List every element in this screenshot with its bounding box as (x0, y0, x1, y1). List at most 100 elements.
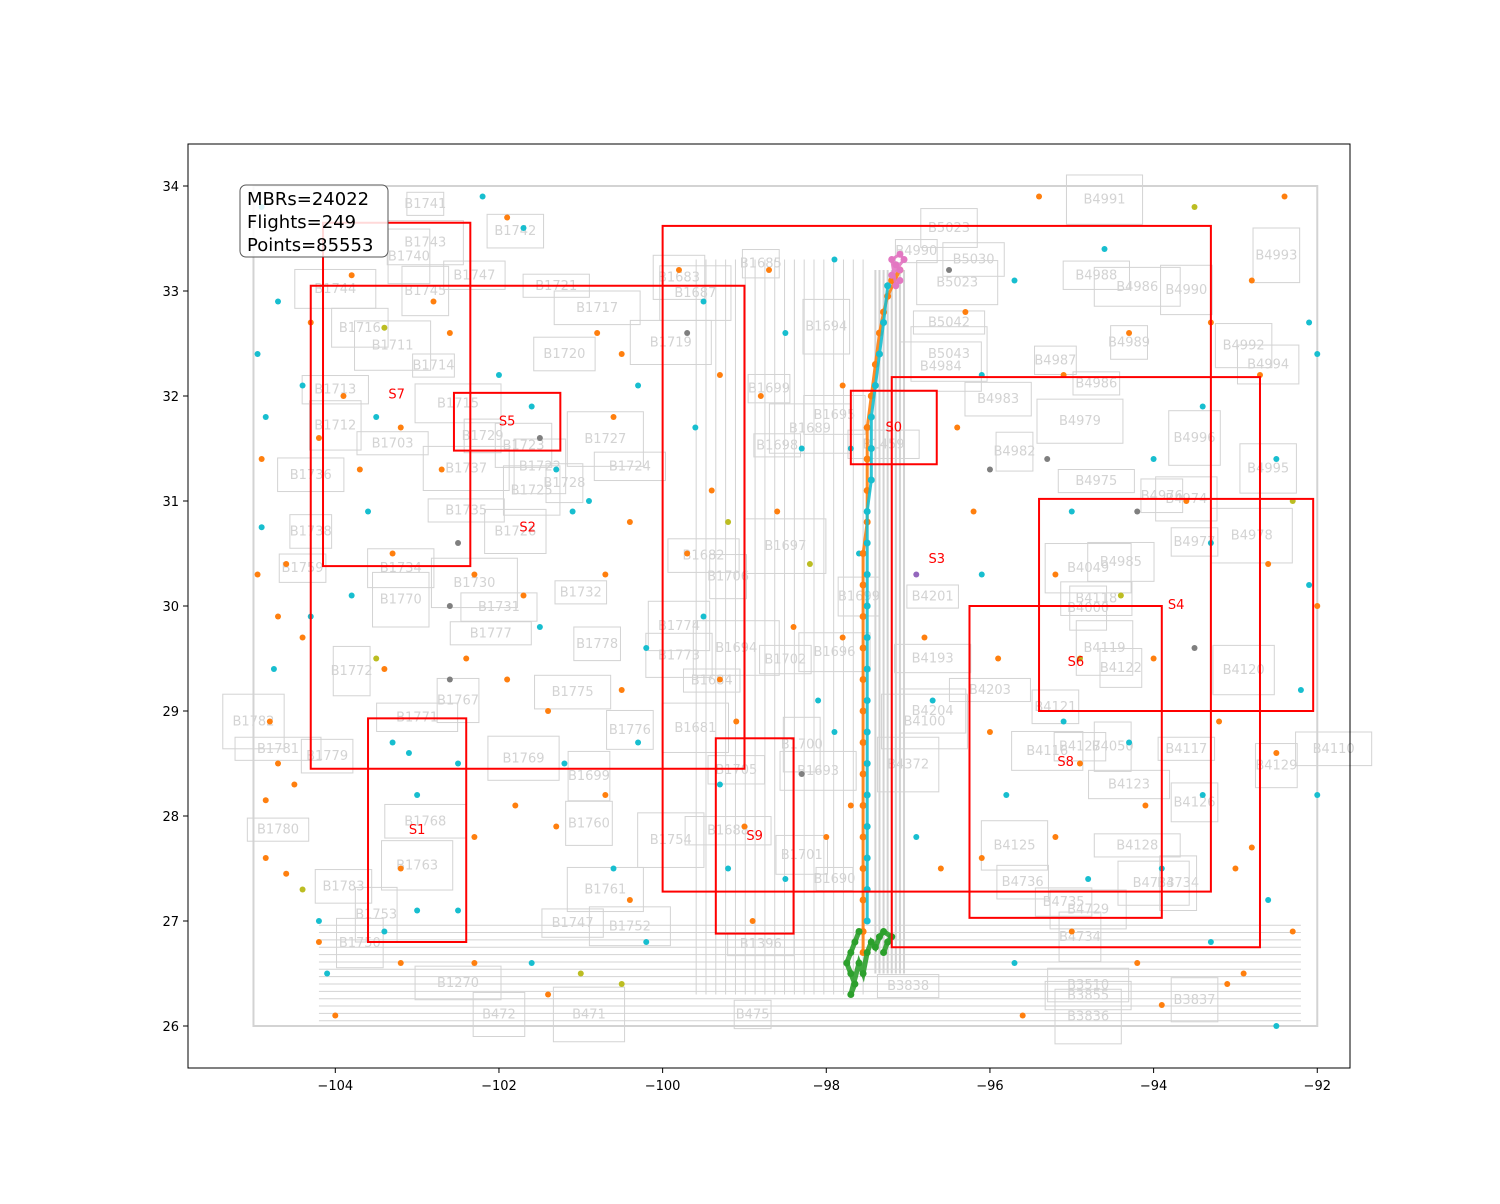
scatter-point (954, 424, 961, 431)
mbr-box (1034, 887, 1093, 917)
mbr-label: B1703 (372, 436, 414, 451)
mbr-label: B4126 (1174, 795, 1216, 810)
mbr-box (332, 645, 371, 697)
mbr-box (1093, 266, 1181, 307)
scatter-point (585, 498, 592, 504)
mbr-label: B1737 (445, 461, 487, 476)
mbr-label: B4201 (912, 590, 954, 605)
mbr-box (1087, 541, 1155, 582)
scatter-point (757, 393, 764, 399)
scatter-point (455, 907, 462, 914)
mbr-label: B1699 (568, 769, 610, 784)
mbr-box (1160, 264, 1213, 316)
track-point (871, 382, 879, 389)
scatter-point (381, 666, 388, 672)
mbr-box (906, 584, 959, 609)
region-label: S9 (746, 829, 763, 844)
mbr-box (1075, 620, 1134, 676)
scatter-point (700, 613, 707, 620)
x-axis: −104 −102 −100 −98 −96 −94 −92 (317, 1068, 1331, 1094)
scatter-point (618, 351, 625, 357)
scatter-point (332, 1012, 339, 1019)
scatter-point (1224, 981, 1231, 987)
mbr-box (1057, 469, 1135, 494)
mbr-label: B1696 (813, 645, 855, 660)
track-point (880, 928, 888, 935)
y-tick-label: 26 (162, 1020, 179, 1035)
mbr-box (593, 451, 666, 482)
mbr-label: B4203 (969, 683, 1011, 698)
scatter-point (1306, 319, 1313, 326)
mbr-box (278, 553, 327, 583)
mbr-label: B1716 (339, 321, 381, 336)
scatter-point (479, 193, 486, 200)
mbr-label: B5030 (953, 253, 995, 268)
mbr-label: B1717 (576, 301, 618, 316)
scatter-point (1052, 834, 1059, 840)
mbr-label: B1732 (560, 585, 602, 600)
scatter-point (389, 739, 396, 746)
mbr-box (1099, 648, 1143, 688)
region-box (849, 389, 938, 466)
mbr-label: B1768 (404, 814, 446, 829)
scatter-point (675, 267, 682, 273)
mbr-box (1036, 398, 1124, 444)
mbr-label: B1731 (478, 600, 520, 615)
mbr-box (899, 341, 982, 392)
scatter-point (1150, 655, 1157, 662)
mbr-box (1168, 410, 1221, 466)
track-point (859, 739, 867, 746)
mbr-label: B1770 (380, 593, 422, 608)
region-label: S0 (886, 421, 903, 436)
scatter-point (1281, 193, 1288, 200)
scatter-point (1289, 928, 1296, 935)
scatter-point (725, 519, 732, 525)
mbr-box (837, 576, 881, 617)
scatter-point (1126, 330, 1133, 336)
mbr-label: B1780 (257, 823, 299, 838)
mbr-box (1093, 721, 1132, 772)
mbr-label: B4125 (993, 838, 1035, 853)
scatter-point (643, 939, 650, 945)
scatter-point (1248, 277, 1255, 284)
scatter-point (569, 508, 576, 515)
mbr-box (645, 632, 713, 678)
scatter-point (324, 970, 331, 977)
scatter-point (446, 676, 453, 683)
track-point (863, 571, 871, 578)
region-label: S6 (1068, 655, 1085, 670)
mbr-label: B1772 (331, 664, 373, 679)
scatter-point (373, 414, 380, 420)
mbr-label: B1702 (764, 653, 806, 668)
scatter-point (798, 445, 805, 452)
track-point (843, 959, 851, 967)
mbr-label: B5023 (936, 276, 978, 291)
mbr-label: B1740 (388, 249, 430, 264)
mbr-label: B1396 (740, 937, 782, 952)
mbr-box (406, 191, 445, 216)
mbr-label: B1687 (674, 286, 716, 301)
mbr-box (894, 643, 972, 674)
scatter-point (266, 718, 273, 725)
scatter-point (455, 540, 462, 546)
scatter-point (1314, 603, 1321, 609)
mbr-label: B1690 (813, 872, 855, 887)
mbr-label: B1774 (658, 619, 700, 634)
scatter-point (1044, 456, 1051, 462)
mbr-label: B4117 (1165, 742, 1207, 757)
scatter-point (831, 729, 838, 735)
mbr-label: B4977 (1174, 535, 1216, 550)
scatter-point (545, 708, 552, 714)
x-tick-label: −94 (1140, 1079, 1167, 1094)
mbr-label: B4975 (1075, 474, 1117, 489)
info-points-count: Points=85553 (247, 235, 373, 256)
track-point (871, 943, 879, 951)
scatter-point (610, 414, 617, 420)
mbr-label: B1711 (372, 339, 414, 354)
mbr-box (910, 326, 988, 382)
mbr-box (1117, 860, 1190, 906)
mbr-label: B1685 (740, 257, 782, 272)
mbr-box (427, 498, 505, 523)
scatter-point (348, 592, 355, 599)
mbr-box (1214, 323, 1273, 369)
